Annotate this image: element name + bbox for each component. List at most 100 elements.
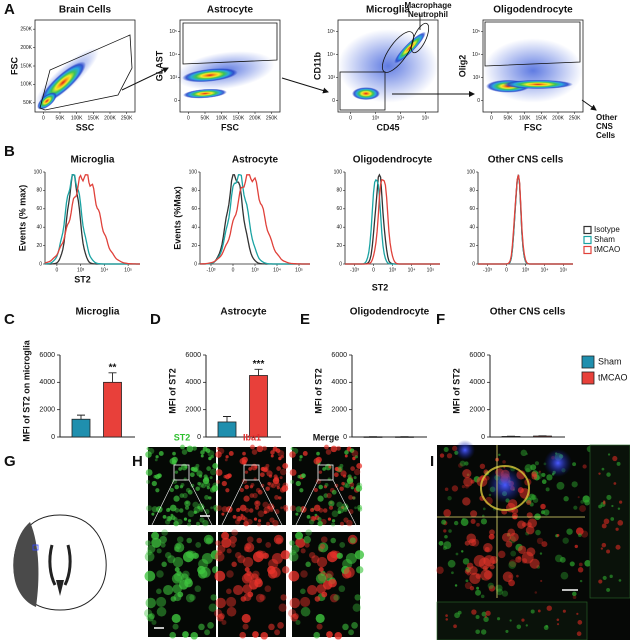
stain [250, 483, 255, 487]
stain [260, 632, 268, 640]
stain [556, 534, 560, 537]
stain [342, 558, 353, 570]
stain [291, 544, 300, 554]
stain [228, 451, 234, 456]
x-tick-label: 10⁴ [273, 267, 281, 273]
stain [306, 514, 311, 519]
y-tick-label: 0 [343, 434, 347, 441]
stain [526, 499, 532, 506]
arrow [281, 77, 329, 94]
stain [483, 555, 495, 567]
density-cloud [182, 68, 238, 83]
stain [215, 451, 222, 458]
stain [331, 522, 336, 527]
annotation: Macrophage Neutrophil [404, 1, 452, 19]
stain [198, 474, 203, 478]
x-tick-label: 0 [372, 267, 375, 273]
stain [295, 537, 306, 548]
stain [195, 542, 202, 548]
x-tick-label: 10⁵ [124, 267, 132, 273]
stain [540, 579, 543, 583]
stain [459, 460, 466, 467]
stain [319, 543, 326, 549]
stain [340, 521, 344, 526]
stain [525, 467, 530, 473]
stain [248, 508, 254, 513]
stain [210, 550, 221, 560]
stain [268, 623, 275, 631]
stain [212, 463, 219, 469]
stain [273, 474, 278, 479]
stain [351, 450, 359, 457]
stain [328, 465, 332, 469]
stain [305, 561, 311, 568]
stain [505, 540, 513, 548]
stain [156, 548, 162, 554]
stain [543, 509, 550, 516]
plot-title: Oligodendrocyte [353, 155, 433, 166]
stain [180, 444, 185, 450]
stain [576, 631, 582, 637]
axis-label: FSC [9, 56, 19, 75]
stain [352, 496, 356, 500]
stain [169, 631, 177, 639]
stain [538, 470, 541, 473]
stain [232, 514, 237, 519]
stain [343, 566, 355, 578]
stain [169, 458, 176, 465]
gate [182, 22, 278, 65]
stain [546, 605, 552, 611]
axis-label: CD45 [376, 122, 399, 132]
x-tick-label: -10³ [483, 267, 492, 273]
significance: ** [109, 362, 117, 373]
axis-label: ST2 [74, 274, 91, 284]
stain [268, 474, 273, 478]
stain [480, 629, 487, 635]
y-tick-label: 4000 [185, 379, 201, 386]
stain [259, 472, 265, 478]
stain [603, 518, 610, 525]
stain [171, 573, 183, 584]
panel-letter: H [132, 453, 143, 470]
stain [479, 463, 486, 469]
y-tick-label: 10⁴ [327, 52, 335, 58]
stain [534, 461, 539, 466]
stain [481, 611, 487, 617]
y-tick-label: 80 [36, 188, 42, 194]
y-tick-label: 2000 [39, 407, 55, 414]
stain [289, 597, 300, 609]
stain [355, 485, 363, 492]
stain [327, 517, 332, 521]
stain [521, 522, 527, 527]
stain [276, 486, 280, 490]
x-tick-label: 0 [490, 115, 493, 121]
stain [464, 461, 469, 466]
stain [572, 595, 577, 600]
x-tick-label: 0 [505, 267, 508, 273]
stain [205, 448, 211, 453]
stain [326, 631, 333, 638]
stain [342, 474, 347, 478]
x-tick-label: 200K [249, 115, 261, 121]
chart-title: Other CNS cells [490, 307, 566, 318]
stain [223, 474, 227, 479]
bar [103, 381, 122, 438]
stain [263, 467, 268, 472]
stain [569, 561, 575, 567]
stain [243, 495, 250, 502]
stain [322, 508, 328, 513]
chart-title: Microglia [76, 307, 120, 318]
y-tick-label: 4000 [39, 379, 55, 386]
stain [200, 454, 204, 458]
stain [348, 494, 353, 500]
stain [521, 618, 525, 622]
stain [447, 559, 456, 568]
x-tick-label: 50K [504, 115, 514, 121]
stain [446, 453, 453, 459]
legend-swatch [581, 371, 595, 385]
stain [582, 464, 587, 469]
stain [462, 468, 472, 479]
stain [221, 531, 230, 540]
y-tick-label: 0 [197, 434, 201, 441]
stain [145, 505, 152, 512]
